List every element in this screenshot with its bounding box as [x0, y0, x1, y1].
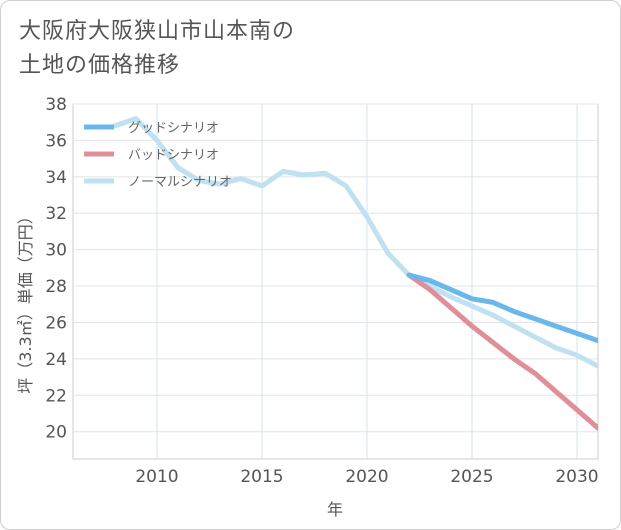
x-tick-label: 2030	[555, 467, 598, 487]
y-axis-label: 坪（3.3㎡）単価（万円）	[16, 208, 35, 393]
x-axis-label: 年	[327, 500, 343, 519]
x-tick-label: 2020	[345, 467, 388, 487]
plot-area	[72, 103, 599, 460]
y-tick-label: 32	[45, 204, 67, 224]
legend-label-2: ノーマルシナリオ	[128, 175, 232, 190]
y-tick-label: 28	[45, 277, 67, 297]
x-tick-labels: 2010 2015 2020 2025 2030	[135, 467, 598, 487]
chart-title: 大阪府大阪狭山市山本南の 土地の価格推移	[19, 15, 295, 83]
series-line-0	[406, 272, 598, 344]
x-tick-label: 2025	[450, 467, 493, 487]
series-lines	[112, 116, 598, 431]
y-tick-label: 22	[45, 386, 67, 406]
y-tick-label: 20	[45, 423, 67, 443]
y-tick-label: 38	[45, 95, 67, 115]
chart-title-line-1: 大阪府大阪狭山市山本南の	[19, 19, 296, 44]
series-line-2	[112, 116, 598, 369]
y-tick-labels: 20 22 24 26 28 30 32 34 36 38	[45, 95, 67, 443]
y-tick-label: 24	[45, 350, 67, 370]
legend-label-0: グッドシナリオ	[128, 121, 219, 136]
grid-lines	[73, 103, 598, 459]
y-tick-label: 30	[45, 241, 67, 261]
x-tick-label: 2015	[240, 467, 283, 487]
y-tick-label: 36	[45, 131, 67, 151]
y-tick-label: 26	[45, 313, 67, 333]
x-tick-label: 2010	[135, 467, 178, 487]
legend-label-1: バッドシナリオ	[128, 148, 219, 163]
series-line-1	[406, 272, 598, 431]
y-tick-label: 34	[45, 168, 67, 188]
chart-title-line-2: 土地の価格推移	[19, 53, 181, 78]
